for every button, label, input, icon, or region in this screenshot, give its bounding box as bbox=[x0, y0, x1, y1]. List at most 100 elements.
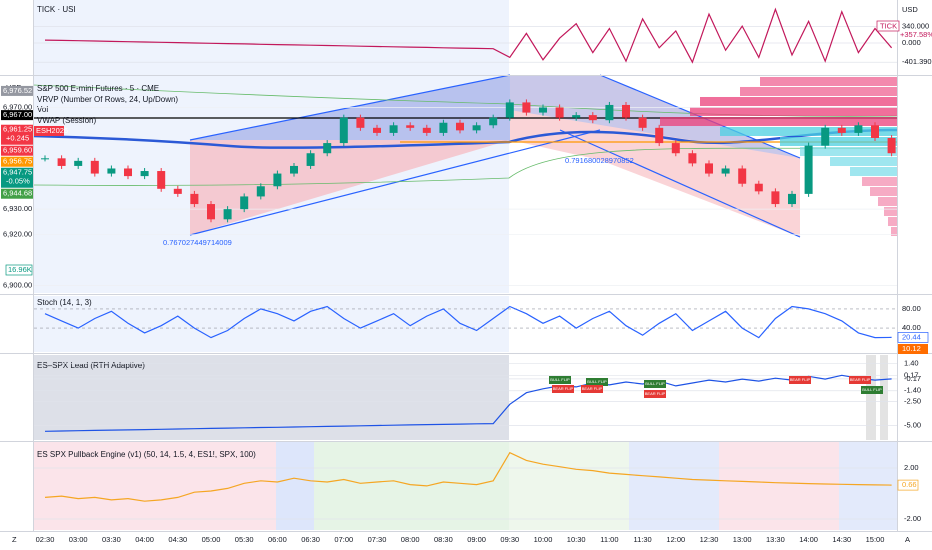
volume-profile bbox=[660, 77, 897, 236]
series-badge: TICK bbox=[880, 21, 897, 30]
y-tick-label: 80.00 bbox=[902, 304, 921, 313]
price-badge-label: 6,976.52 bbox=[3, 86, 32, 95]
candle-body bbox=[721, 168, 730, 174]
band bbox=[314, 442, 509, 530]
corner-label: A bbox=[905, 535, 910, 544]
pane-title: Stoch (14, 1, 3) bbox=[37, 298, 92, 307]
price-badge-sub: +0.245 bbox=[6, 134, 29, 143]
channel-line bbox=[599, 74, 801, 159]
candle-body bbox=[522, 102, 531, 113]
price-badge-label: 6,944.68 bbox=[3, 189, 32, 198]
candle-body bbox=[456, 122, 464, 131]
channel2-upper bbox=[510, 75, 800, 158]
flag bbox=[861, 386, 883, 394]
price-badge-label: 6,967.00 bbox=[3, 110, 32, 119]
candle-body bbox=[57, 158, 66, 166]
flag-label: BULL FLIP bbox=[862, 387, 882, 392]
indicator: VWAP (Session) bbox=[37, 116, 96, 125]
band bbox=[276, 442, 314, 530]
symbol-title: S&P 500 E-mini Futures · 5 · CME bbox=[37, 84, 159, 93]
y-tick-label: 0.17 bbox=[904, 371, 919, 380]
last-badge bbox=[897, 479, 919, 491]
candle-body bbox=[622, 104, 630, 118]
annotation: 0.767027449714009 bbox=[163, 238, 232, 247]
series-line bbox=[44, 7, 893, 64]
price-badge-label: 6,961.25 bbox=[3, 125, 32, 134]
candle-body bbox=[854, 125, 863, 133]
currency: USD bbox=[902, 5, 918, 14]
x-tick-label: 10:30 bbox=[567, 535, 586, 544]
price-badge bbox=[1, 188, 33, 199]
last-badge bbox=[897, 332, 929, 343]
candle-body bbox=[588, 115, 597, 121]
y-tick-label: 340.000 bbox=[902, 22, 929, 31]
x-tick-label: 10:00 bbox=[534, 535, 553, 544]
flag bbox=[586, 378, 608, 386]
last-badge bbox=[876, 20, 900, 32]
candle-body bbox=[605, 104, 614, 121]
pane-title: ES–SPX Lead (RTH Adaptive) bbox=[37, 361, 145, 370]
candle-body bbox=[107, 168, 116, 174]
flag bbox=[549, 376, 571, 384]
y-tick-label: -401.390 bbox=[902, 57, 932, 66]
candle-body bbox=[439, 122, 448, 133]
flag bbox=[644, 390, 666, 398]
pane-title: ES SPX Pullback Engine (v1) (50, 14, 1.5… bbox=[37, 450, 256, 459]
x-tick-label: 14:00 bbox=[799, 535, 818, 544]
flag-label: BEAR FLIP bbox=[850, 377, 871, 382]
candle-body bbox=[671, 143, 680, 154]
band bbox=[509, 442, 629, 530]
price-badge bbox=[1, 145, 33, 156]
candle-body bbox=[505, 102, 514, 118]
candle-body bbox=[638, 117, 647, 128]
flag-label: BEAR FLIP bbox=[553, 386, 574, 391]
flag bbox=[552, 385, 574, 393]
candle-body bbox=[41, 158, 49, 160]
candle-body bbox=[389, 125, 398, 133]
candle-body bbox=[688, 153, 697, 164]
candle-body bbox=[837, 127, 846, 133]
channel-line bbox=[189, 129, 601, 236]
flag-label: BEAR FLIP bbox=[645, 391, 666, 396]
shade bbox=[880, 355, 888, 440]
y-tick-label: -1.40 bbox=[904, 386, 921, 395]
candle-body bbox=[821, 127, 830, 146]
price-badge-label: 6,956.75 bbox=[3, 157, 32, 166]
band bbox=[629, 442, 719, 530]
candle-body bbox=[90, 160, 99, 174]
y-tick-label: -2.50 bbox=[904, 396, 921, 405]
price-badge-label: 6,959.60 bbox=[3, 146, 32, 155]
band bbox=[839, 442, 897, 530]
candle-body bbox=[240, 196, 249, 210]
volume-badge bbox=[5, 264, 33, 276]
x-tick-label: 11:00 bbox=[600, 535, 618, 544]
y-tick-label: 6,970.00 bbox=[3, 102, 32, 111]
x-tick-label: 15:00 bbox=[866, 535, 885, 544]
premarket-shade bbox=[33, 296, 509, 352]
candle-body bbox=[871, 125, 879, 138]
y-tick-label: 40.00 bbox=[902, 323, 921, 332]
x-tick-label: 13:30 bbox=[766, 535, 785, 544]
candle-body bbox=[306, 153, 315, 166]
candle-body bbox=[422, 127, 431, 133]
flag bbox=[644, 380, 666, 388]
candle-body bbox=[273, 173, 282, 187]
price-badge bbox=[1, 110, 33, 121]
flag-label: BEAR FLIP bbox=[790, 377, 811, 382]
x-tick-label: 03:00 bbox=[69, 535, 88, 544]
symbol-label: ESH2026 bbox=[36, 126, 68, 135]
flag bbox=[849, 376, 871, 384]
y-tick-label: -0.17 bbox=[904, 374, 921, 383]
volume-label: 16.96K bbox=[8, 265, 32, 274]
candle-body bbox=[788, 193, 796, 205]
candle-body bbox=[887, 137, 896, 154]
candle-body bbox=[655, 127, 664, 144]
y-tick-label: 6,930.00 bbox=[3, 204, 32, 213]
candle-body bbox=[207, 204, 215, 220]
candle-body bbox=[472, 125, 481, 131]
x-tick-label: 08:00 bbox=[401, 535, 420, 544]
series-line bbox=[44, 374, 892, 432]
symbol-badge bbox=[34, 126, 64, 136]
candle-body bbox=[124, 168, 132, 177]
x-tick-label: 06:30 bbox=[301, 535, 320, 544]
